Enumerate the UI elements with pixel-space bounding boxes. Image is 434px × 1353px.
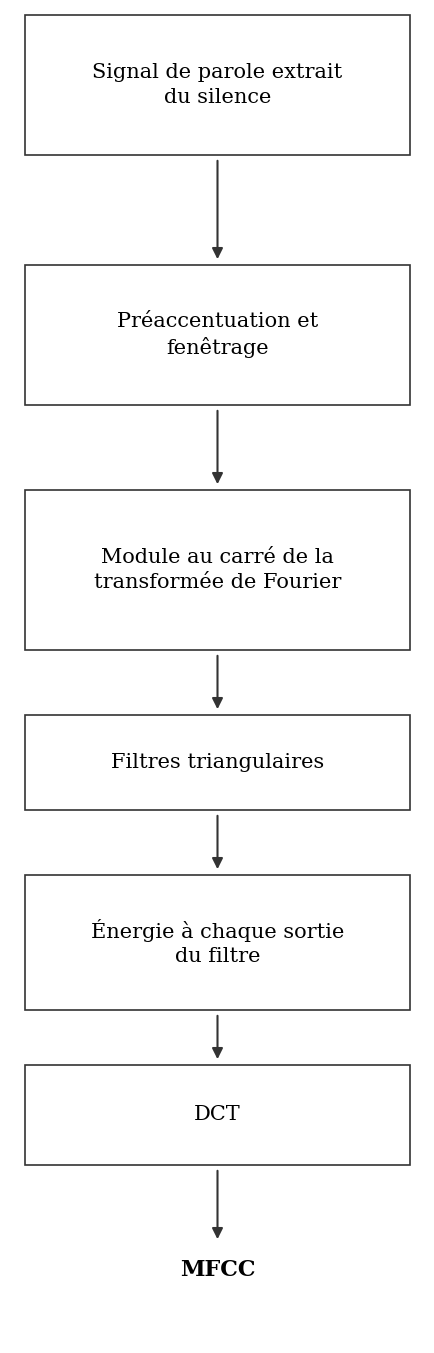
FancyBboxPatch shape	[25, 265, 409, 405]
FancyBboxPatch shape	[25, 714, 409, 810]
Text: MFCC: MFCC	[179, 1260, 255, 1281]
Text: DCT: DCT	[194, 1105, 240, 1124]
Text: Signal de parole extrait
du silence: Signal de parole extrait du silence	[92, 64, 342, 107]
Text: Filtres triangulaires: Filtres triangulaires	[111, 754, 323, 773]
FancyBboxPatch shape	[25, 875, 409, 1009]
Text: Module au carré de la
transformée de Fourier: Module au carré de la transformée de Fou…	[94, 548, 340, 593]
Text: Énergie à chaque sortie
du filtre: Énergie à chaque sortie du filtre	[91, 919, 343, 966]
FancyBboxPatch shape	[25, 15, 409, 156]
Text: Préaccentuation et
fenêtrage: Préaccentuation et fenêtrage	[117, 311, 317, 359]
FancyBboxPatch shape	[25, 1065, 409, 1165]
FancyBboxPatch shape	[25, 490, 409, 649]
